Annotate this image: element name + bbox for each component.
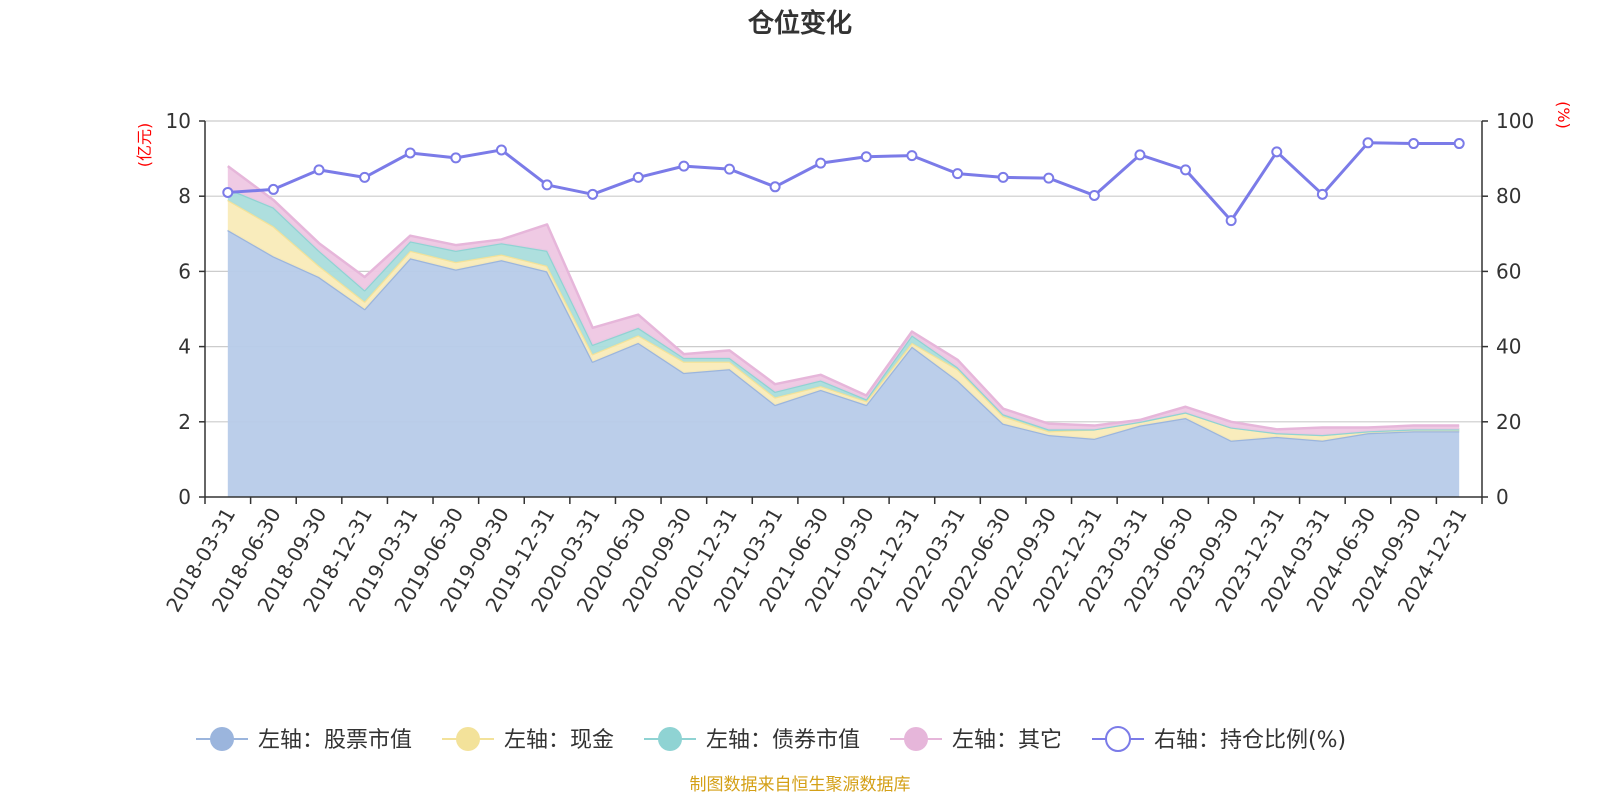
left-tick-label: 8 [178,184,191,208]
legend-label: 左轴：现金 [504,728,614,753]
legend-item[interactable]: 右轴：持仓比例(%) [1092,726,1346,753]
ratio-point[interactable] [313,164,325,176]
legend[interactable]: 左轴：股票市值 左轴：现金 左轴：债券市值 左轴：其它 右轴：持仓比例(%) [196,726,1346,753]
ratio-point[interactable] [222,186,234,198]
right-tick-label: 0 [1496,485,1509,509]
legend-marker [1105,726,1131,752]
ratio-point[interactable] [1316,188,1328,200]
ratio-line [227,141,1460,223]
right-tick-label: 40 [1496,335,1521,359]
left-tick-label: 2 [178,410,191,434]
chart-title: 仓位变化 [747,8,852,39]
legend-label: 左轴：债券市值 [706,728,860,753]
right-tick-label: 20 [1496,410,1521,434]
ratio-point[interactable] [359,171,371,183]
legend-label: 右轴：持仓比例(%) [1154,728,1346,753]
ratio-point[interactable] [1271,146,1283,158]
ratio-point[interactable] [541,179,553,191]
legend-item[interactable]: 左轴：债券市值 [644,727,860,753]
ratio-point[interactable] [267,183,279,195]
left-tick-label: 10 [166,109,191,133]
ratio-point[interactable] [1225,215,1237,227]
left-axis-unit: (亿元) [135,123,154,168]
ratio-point[interactable] [1043,172,1055,184]
ratio-point[interactable] [906,150,918,162]
ratio-point[interactable] [1362,137,1374,149]
area-edge [227,165,1460,431]
ratio-point[interactable] [587,188,599,200]
ratio-point[interactable] [769,181,781,193]
ratio-point[interactable] [450,152,462,164]
ratio-point[interactable] [632,171,644,183]
ratio-point[interactable] [495,144,507,156]
ratio-point[interactable] [1088,189,1100,201]
legend-item[interactable]: 左轴：其它 [890,727,1062,753]
legend-marker [658,727,682,751]
ratio-point[interactable] [404,147,416,159]
right-tick-label: 80 [1496,184,1521,208]
legend-marker [456,727,480,751]
ratio-point[interactable] [815,157,827,169]
left-tick-label: 4 [178,335,191,359]
ratio-point[interactable] [1180,164,1192,176]
right-axis-unit: (%) [1554,101,1573,129]
legend-item[interactable]: 左轴：现金 [442,727,614,753]
area-左轴：其它 [227,166,1460,435]
right-tick-label: 100 [1496,109,1534,133]
legend-label: 左轴：其它 [952,728,1062,753]
ratio-point[interactable] [1408,138,1420,150]
left-tick-label: 0 [178,485,191,509]
ratio-point[interactable] [1453,138,1465,150]
ratio-point[interactable] [678,160,690,172]
ratio-point[interactable] [997,171,1009,183]
legend-label: 左轴：股票市值 [258,728,412,753]
legend-marker [904,727,928,751]
ratio-point[interactable] [952,168,964,180]
legend-marker [210,727,234,751]
legend-item[interactable]: 左轴：股票市值 [196,727,412,753]
left-tick-label: 6 [178,259,191,283]
ratio-line-layer [222,137,1465,227]
data-source-note: 制图数据来自恒生聚源数据库 [690,775,911,795]
ratio-point[interactable] [860,151,872,163]
area-左轴：债券市值 [227,188,1460,435]
ratio-point[interactable] [723,163,735,175]
right-tick-label: 60 [1496,259,1521,283]
area-layer [227,165,1460,498]
ratio-point[interactable] [1134,149,1146,161]
area-左轴：股票市值 [227,230,1460,498]
